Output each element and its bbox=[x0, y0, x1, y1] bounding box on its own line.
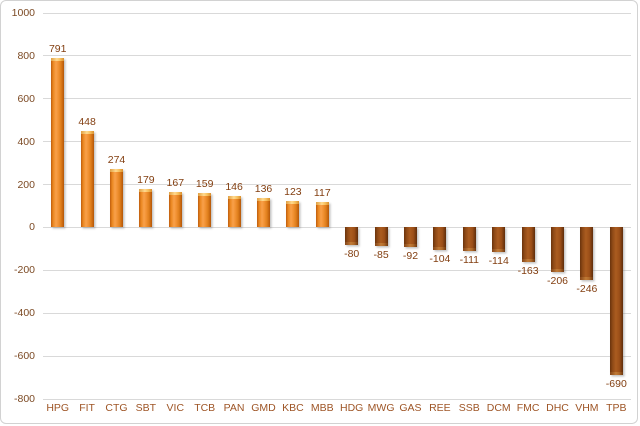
x-axis: HPG FIT CTG SBT VIC TCB PAN GMD KBC MBB HDG MWG GAS R… bbox=[43, 402, 631, 418]
y-tick-label-200: 200 bbox=[17, 178, 35, 191]
bar-REE bbox=[433, 227, 447, 251]
data-label-MBB: 117 bbox=[313, 187, 331, 200]
y-tick-label--200: -200 bbox=[13, 264, 35, 277]
gridline--200 bbox=[43, 269, 631, 271]
data-label-CTG: 274 bbox=[107, 153, 126, 166]
plot-area: 791 448 274 179 167 159 146 136 123 117 -80 -85 -92-… bbox=[43, 12, 631, 400]
x-tick-label-PAN: PAN bbox=[223, 402, 245, 414]
x-tick-label-TPB: TPB bbox=[606, 402, 627, 414]
bar-MBB bbox=[315, 202, 329, 228]
data-label-DHC: -206 bbox=[546, 274, 568, 287]
x-tick-label-SBT: SBT bbox=[135, 402, 157, 414]
data-label-GMD: 136 bbox=[254, 183, 273, 196]
x-tick-label-VHM: VHM bbox=[575, 402, 599, 414]
y-tick-label--400: -400 bbox=[13, 307, 35, 320]
x-tick-label-HPG: HPG bbox=[46, 402, 70, 414]
gridline-200 bbox=[43, 184, 631, 186]
data-label-MWG: -85 bbox=[373, 248, 389, 261]
bar-KBC bbox=[286, 201, 300, 228]
y-tick-label-400: 400 bbox=[17, 135, 35, 148]
gridline--800 bbox=[43, 398, 631, 400]
x-tick-label-HDG: HDG bbox=[340, 402, 364, 414]
y-axis: 1000 800 600 400 200 0 -200 -400 -600 -800 bbox=[1, 7, 37, 405]
x-tick-label-DHC: DHC bbox=[546, 402, 569, 414]
data-label-HPG: 791 bbox=[48, 42, 67, 55]
bar-CTG bbox=[110, 168, 123, 228]
x-tick-label-FMC: FMC bbox=[516, 402, 540, 414]
data-label-KBC: 123 bbox=[284, 186, 302, 199]
x-tick-label-REE: REE bbox=[429, 402, 451, 414]
x-tick-label-MWG: MWG bbox=[367, 402, 395, 414]
data-label-PAN: 146 bbox=[225, 181, 243, 194]
bar-PAN bbox=[227, 196, 241, 228]
bar-TPB bbox=[609, 227, 623, 376]
gridline-0 bbox=[43, 226, 631, 228]
bar-FMC bbox=[521, 227, 535, 263]
x-tick-label-CTG: CTG bbox=[105, 402, 128, 414]
x-tick-label-MBB: MBB bbox=[310, 402, 334, 414]
gridline-1000 bbox=[43, 12, 631, 14]
data-label-SSB: -111 bbox=[459, 254, 480, 267]
x-tick-label-GMD: GMD bbox=[251, 402, 276, 414]
gridline-800 bbox=[43, 55, 631, 57]
bar-GAS bbox=[404, 227, 417, 248]
gridline--400 bbox=[43, 312, 631, 314]
bar-SBT bbox=[139, 189, 153, 228]
bar-HPG bbox=[51, 57, 65, 228]
gridline-600 bbox=[43, 98, 631, 100]
data-label-FIT: 448 bbox=[78, 116, 96, 129]
data-label-VHM: -246 bbox=[576, 283, 598, 296]
bar-GMD bbox=[257, 198, 270, 228]
x-tick-label-VIC: VIC bbox=[166, 402, 185, 414]
bar-VIC bbox=[168, 191, 182, 228]
y-tick-label--800: -800 bbox=[13, 393, 35, 405]
y-tick-label--600: -600 bbox=[13, 350, 35, 363]
data-label-TPB: -690 bbox=[605, 378, 627, 391]
x-tick-label-GAS: GAS bbox=[399, 402, 422, 414]
bar-TCB bbox=[198, 193, 212, 228]
bar-SSB bbox=[462, 227, 476, 252]
data-label-TCB: 159 bbox=[195, 178, 214, 191]
data-label-HDG: -80 bbox=[344, 247, 360, 260]
bar-MWG bbox=[374, 227, 388, 246]
data-label-REE: -104 bbox=[429, 252, 451, 265]
y-tick-label-600: 600 bbox=[17, 92, 35, 105]
bar-DHC bbox=[551, 227, 564, 272]
x-tick-label-SSB: SSB bbox=[458, 402, 480, 414]
y-tick-label-0: 0 bbox=[29, 221, 35, 234]
gridline-400 bbox=[43, 141, 631, 143]
x-tick-label-TCB: TCB bbox=[194, 402, 216, 414]
y-tick-label-800: 800 bbox=[17, 49, 35, 62]
bar-FIT bbox=[80, 131, 94, 228]
x-tick-label-FIT: FIT bbox=[79, 402, 95, 414]
x-tick-label-DCM: DCM bbox=[486, 402, 511, 414]
bar-VHM bbox=[580, 227, 594, 281]
bar-DCM bbox=[492, 227, 506, 253]
data-label-DCM: -114 bbox=[488, 254, 509, 267]
x-tick-label-KBC: KBC bbox=[282, 402, 304, 414]
data-label-SBT: 179 bbox=[137, 174, 155, 187]
y-tick-label-1000: 1000 bbox=[11, 7, 35, 19]
data-label-VIC: 167 bbox=[166, 176, 185, 189]
gridline--600 bbox=[43, 355, 631, 357]
data-label-FMC: -163 bbox=[517, 265, 539, 278]
bar-HDG bbox=[345, 227, 359, 245]
data-label-GAS: -92 bbox=[402, 250, 419, 263]
